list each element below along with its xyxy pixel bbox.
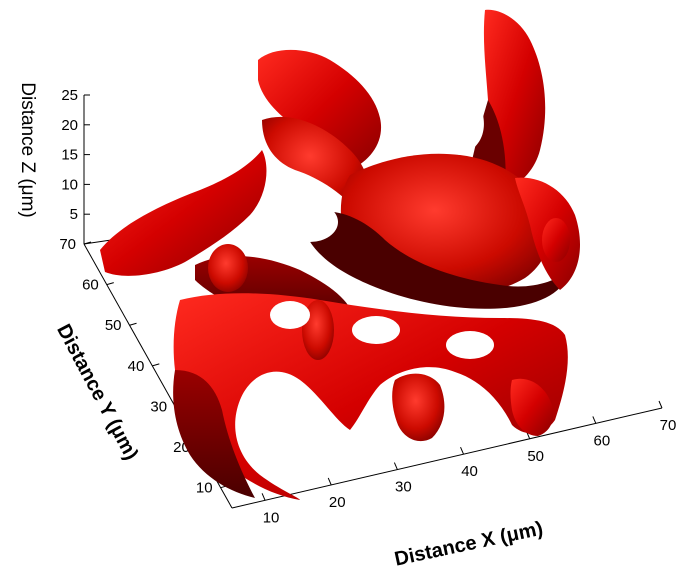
x-axis-line (231, 407, 663, 509)
x-tick-mark (460, 446, 464, 455)
z-tick-label: 10 (61, 176, 78, 193)
y-axis-label: Distance Y (μm) (52, 321, 142, 464)
z-tick-label: 15 (61, 147, 78, 164)
x-tick-label: 50 (527, 448, 544, 465)
surface-leg-right (510, 378, 554, 436)
x-axis-ticks: 10 20 30 40 50 60 70 (261, 400, 677, 526)
y-tick-label: 10 (196, 480, 213, 497)
x-tick-mark (592, 416, 597, 424)
z-axis-ticks: 5 10 15 20 25 (61, 87, 90, 223)
y-tick-label: 30 (150, 398, 167, 415)
x-tick-mark (658, 400, 663, 409)
surface-central-dark-band (300, 211, 570, 309)
x-tick-label: 20 (329, 494, 346, 511)
z-tick-label: 25 (61, 87, 78, 104)
surface-leg-left (173, 370, 255, 498)
x-tick-label: 10 (263, 509, 280, 526)
z-tick-label: 5 (70, 206, 78, 223)
surface-hole-lower (246, 400, 297, 475)
z-tick-label: 20 (61, 117, 78, 134)
surface-hole-1 (282, 202, 338, 242)
surface-hole-3 (352, 316, 400, 344)
z-axis-label-group: Distance Z (μm) (17, 82, 38, 218)
x-tick-mark (327, 477, 332, 486)
surface-post-left (208, 244, 248, 292)
y-tick-label: 60 (82, 277, 99, 294)
surface-render (100, 9, 580, 500)
surface-top-left-tube (258, 49, 382, 170)
x-axis-label: Distance X (μm) (393, 518, 545, 571)
y-axis-label-group: Distance Y (μm) (52, 321, 142, 464)
axes-frame (83, 95, 663, 509)
x-tick-label: 70 (660, 417, 677, 434)
y-tick-label: 70 (59, 236, 76, 253)
y-tick-mark (106, 282, 114, 286)
x-tick-label: 60 (594, 432, 611, 449)
y-tick-label: 50 (105, 317, 122, 334)
y-tick-label: 40 (128, 358, 145, 375)
x-tick-mark (393, 462, 398, 470)
surface-left-arm (100, 150, 267, 276)
surface-hole-2 (270, 301, 310, 329)
surface-post-right (542, 218, 570, 262)
x-tick-label: 30 (395, 479, 412, 496)
x-tick-label: 40 (461, 463, 478, 480)
x-axis-label-group: Distance X (μm) (393, 518, 545, 571)
z-axis-label: Distance Z (μm) (17, 82, 38, 218)
y-tick-mark (129, 322, 137, 326)
surface-leg-middle (392, 373, 445, 442)
surface-hole-arch (383, 94, 484, 155)
surface-hole-4 (446, 331, 494, 359)
y-tick-mark (83, 241, 92, 245)
surface-top-left-shade (262, 116, 369, 215)
x-tick-mark (261, 493, 266, 501)
y-tick-mark (152, 363, 160, 367)
